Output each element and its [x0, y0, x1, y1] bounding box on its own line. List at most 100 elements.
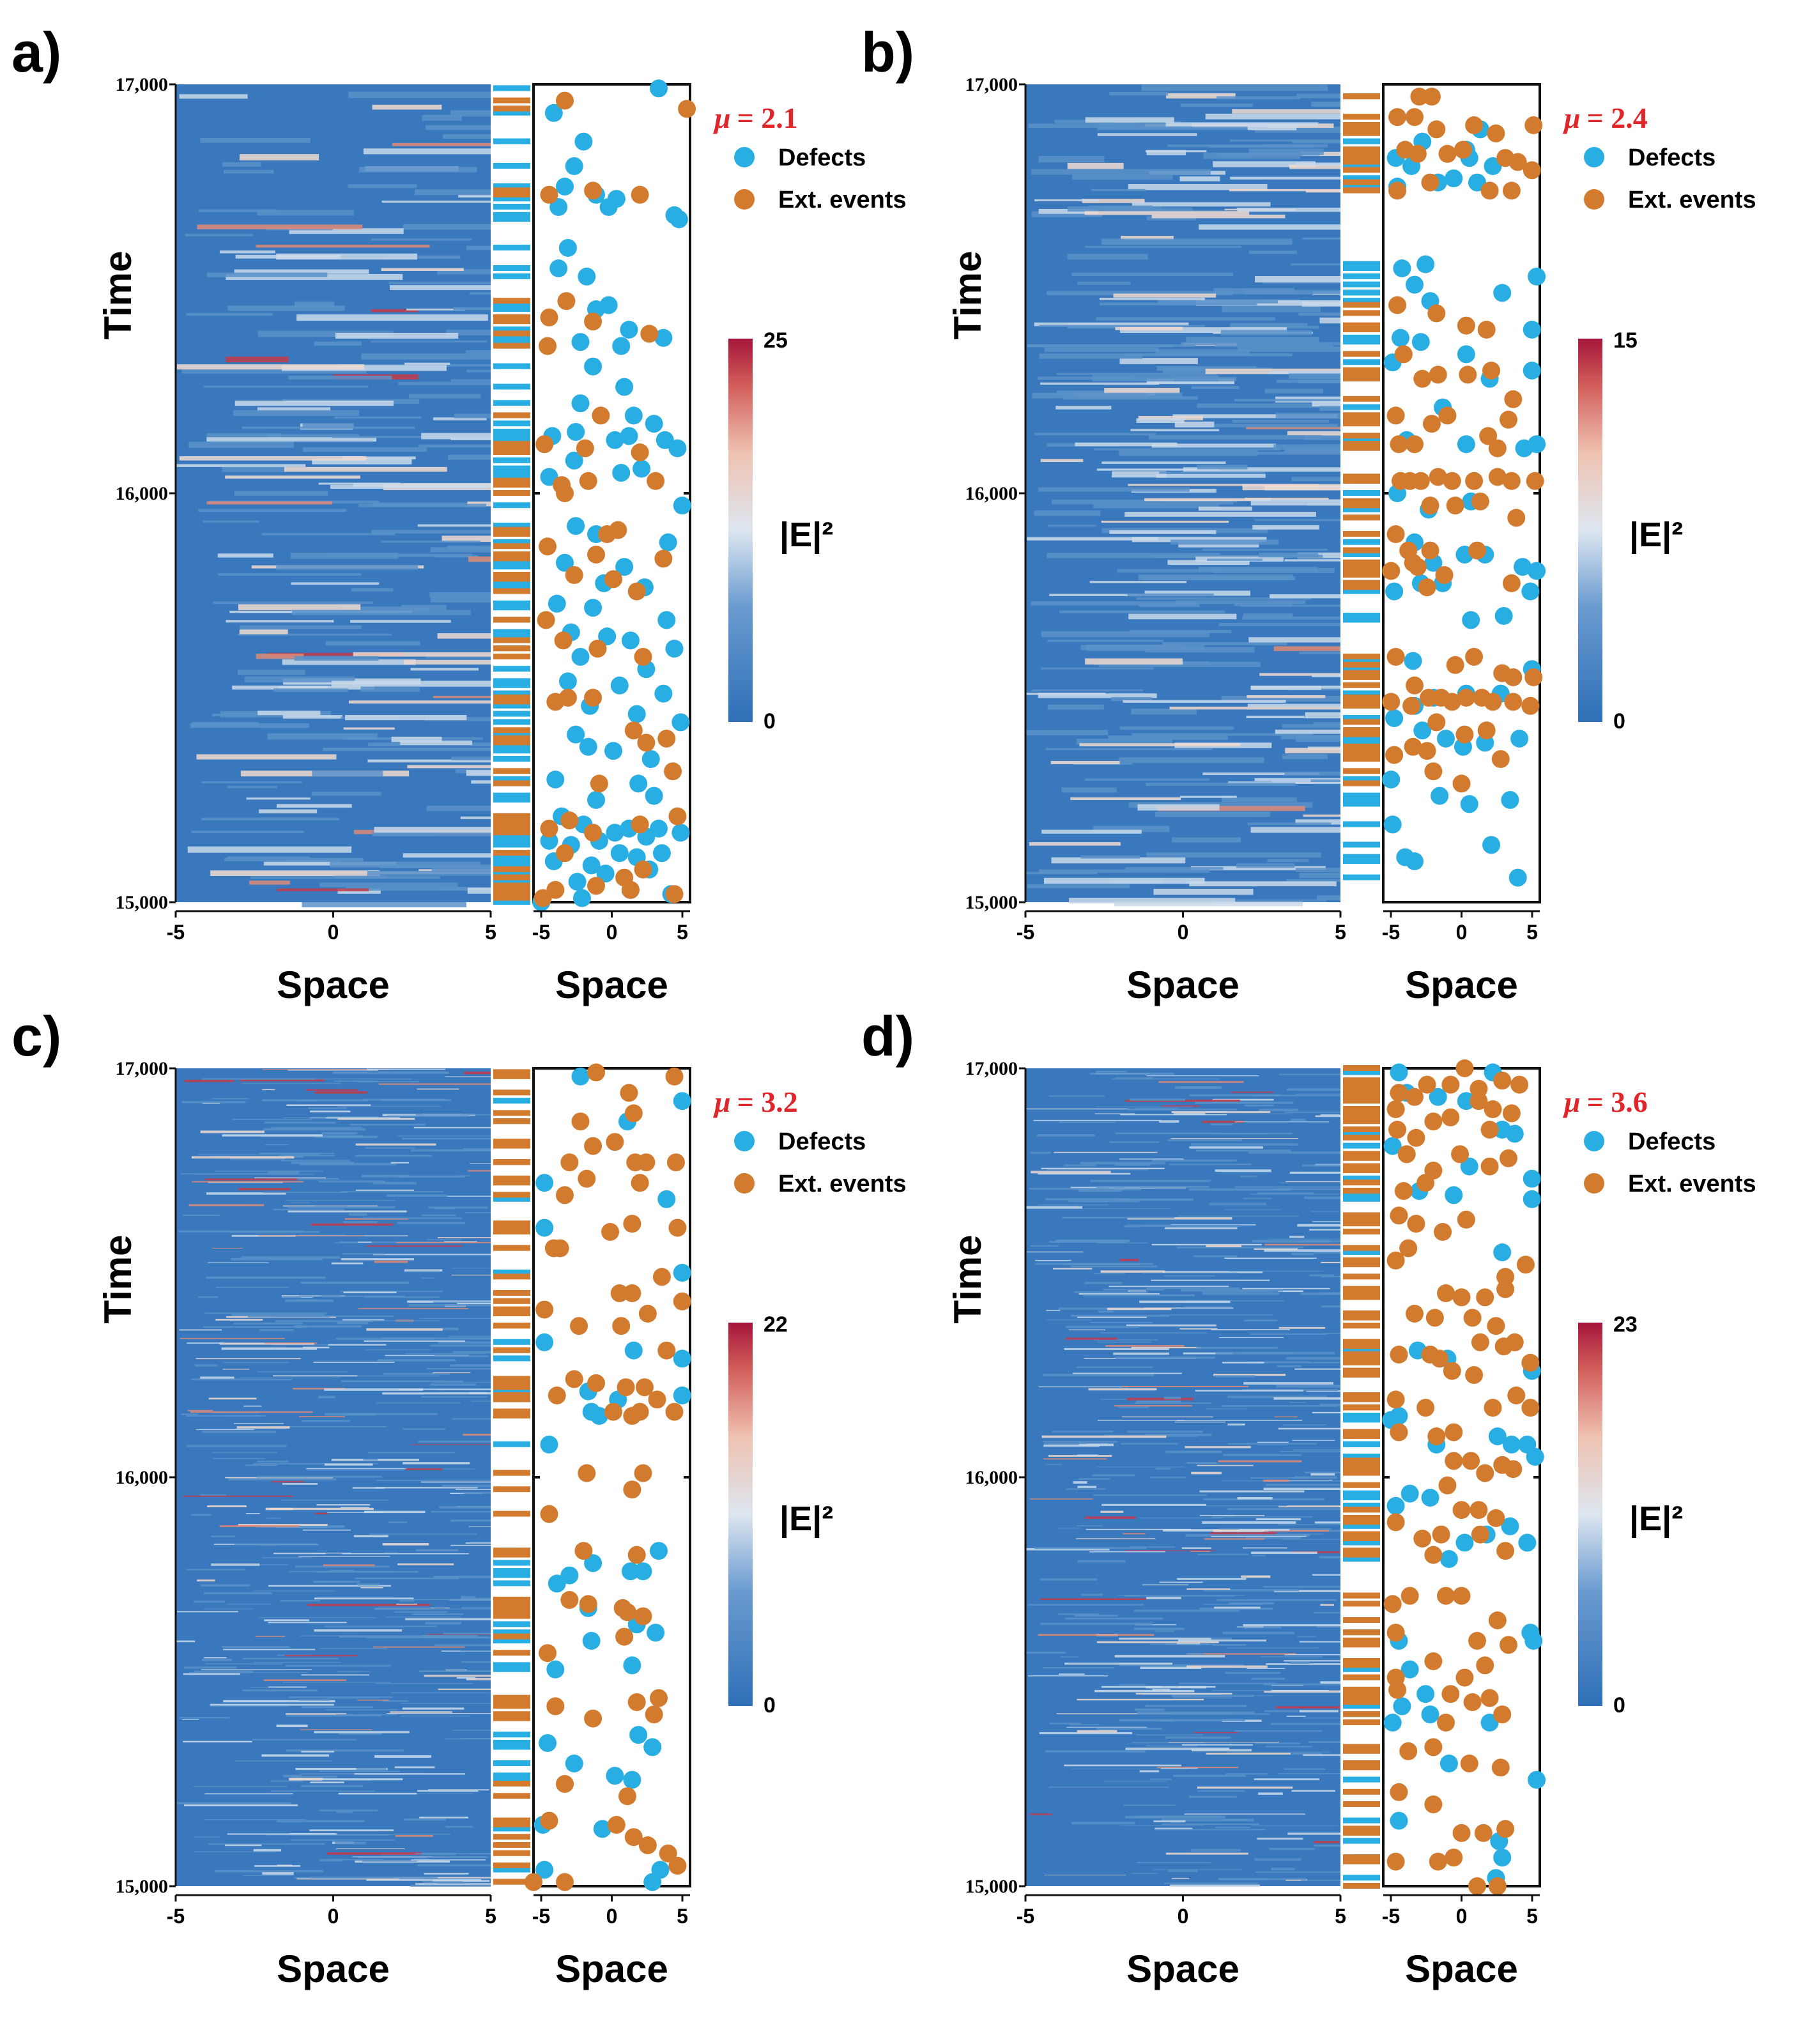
defect-point	[654, 328, 673, 347]
ext-event-point	[634, 860, 652, 879]
heatmap-stripe	[385, 1355, 469, 1356]
y-tick-label: 16,000	[116, 483, 169, 504]
heatmap-stripe	[1043, 1458, 1107, 1460]
heatmap-stripe	[1052, 499, 1234, 505]
heatmap-stripe	[1114, 1163, 1151, 1166]
ext-event-point	[1474, 1824, 1493, 1842]
heatmap-stripe	[1199, 1490, 1305, 1493]
heatmap-stripe	[341, 1507, 370, 1509]
ext-event-point	[1496, 1820, 1515, 1838]
heatmap-stripe	[349, 700, 491, 704]
defect-time-bar	[493, 523, 530, 529]
heatmap-stripe	[1085, 1516, 1136, 1519]
defect-point	[549, 198, 568, 216]
heatmap-stripe	[1038, 1172, 1131, 1175]
ext-event-point	[1470, 1501, 1488, 1519]
defect-time-bar	[493, 1580, 530, 1587]
heatmap-stripe	[1166, 300, 1278, 304]
defect-time-bar	[1343, 1454, 1380, 1459]
heatmap-stripe	[435, 555, 479, 558]
heatmap-stripe	[1293, 1449, 1340, 1451]
ext-event-time-bar	[1343, 1339, 1380, 1345]
heatmap-stripe	[1263, 1683, 1340, 1686]
ext-event-time-bar	[1343, 1686, 1380, 1693]
heatmap-stripe	[468, 556, 491, 562]
heatmap-stripe	[1146, 150, 1186, 155]
heatmap-stripe	[1127, 593, 1214, 597]
heatmap-stripe	[1093, 1339, 1158, 1341]
ext-event-point	[533, 889, 552, 907]
ext-event-point	[1386, 1624, 1405, 1642]
heatmap-stripe	[1136, 418, 1185, 424]
ext-event-time-bar	[493, 1298, 530, 1304]
heatmap-stripe	[1152, 554, 1323, 558]
heatmap-stripe	[1275, 1706, 1340, 1709]
heatmap-stripe	[262, 1089, 275, 1091]
ext-event-point	[1424, 762, 1443, 781]
defect-point	[629, 1726, 648, 1744]
heatmap-stripe	[1273, 646, 1340, 651]
heatmap-stripe	[341, 1191, 444, 1192]
defect-point	[623, 1656, 641, 1675]
ext-event-time-bar	[1343, 146, 1380, 153]
heatmap-stripe	[450, 110, 491, 117]
heatmap-stripe	[1313, 722, 1340, 726]
heatmap-stripe	[467, 888, 491, 894]
heatmap-stripe	[355, 1155, 433, 1157]
ext-event-point	[1411, 472, 1430, 490]
heatmap-stripe	[1077, 1698, 1204, 1701]
defect-time-bar	[1343, 436, 1380, 443]
heatmap-stripe	[364, 1296, 440, 1298]
defect-time-bar	[1343, 858, 1380, 864]
defect-time-bar	[1343, 506, 1380, 512]
mu-number: = 3.2	[737, 1086, 798, 1118]
heatmap-stripe	[431, 866, 491, 872]
scatter-x-axis-label: Space	[555, 1948, 668, 1990]
heatmap-stripe	[1071, 174, 1173, 180]
heatmap-stripe	[268, 1585, 391, 1587]
heatmap-stripe	[1289, 1236, 1305, 1238]
mu-value: μ = 3.6	[1563, 1086, 1648, 1118]
heatmap-stripe	[1183, 1306, 1232, 1308]
heatmap-stripe	[1084, 1282, 1123, 1284]
defect-point	[587, 791, 605, 809]
heatmap-stripe	[1264, 1530, 1329, 1532]
ext-event-point	[678, 100, 696, 118]
heatmap-stripe	[1261, 1656, 1323, 1657]
heatmap-stripe	[1088, 1388, 1157, 1391]
heatmap-stripe	[1091, 188, 1146, 192]
ext-event-point	[1502, 472, 1521, 490]
heatmap-stripe	[1082, 199, 1145, 203]
heatmap-stripe	[1038, 1204, 1109, 1206]
heatmap-stripe	[1049, 1241, 1128, 1243]
heatmap-stripe	[206, 272, 328, 277]
heatmap-stripe	[1115, 1132, 1222, 1135]
heatmap-stripe	[309, 1829, 394, 1832]
heatmap-stripe	[1278, 1290, 1303, 1293]
defect-point	[650, 79, 668, 98]
defect-point	[604, 742, 622, 760]
ext-event-point	[1443, 1362, 1461, 1380]
heatmap-stripe	[371, 238, 472, 241]
defect-time-bar	[1343, 739, 1380, 746]
heatmap-stripe	[1128, 1224, 1141, 1226]
heatmap-stripe	[254, 1662, 341, 1663]
heatmap-stripe	[1043, 877, 1205, 884]
defect-point	[1385, 709, 1404, 727]
heatmap-stripe	[238, 1524, 328, 1526]
ext-event-point	[1463, 1693, 1482, 1711]
defect-point	[643, 1873, 662, 1891]
heatmap-stripe	[1114, 121, 1181, 124]
heatmap-stripe	[464, 1492, 491, 1494]
ext-event-point	[1445, 1452, 1463, 1470]
defect-time-bar	[1343, 613, 1380, 619]
ext-event-time-bar	[1343, 1355, 1380, 1362]
heatmap-stripe	[419, 1817, 468, 1818]
heatmap-stripe	[1077, 1486, 1096, 1488]
defect-time-bar	[493, 776, 530, 782]
y-tick-label: 15,000	[116, 892, 169, 913]
defect-point	[623, 1771, 641, 1789]
defect-point	[1482, 836, 1501, 854]
defect-time-bar	[1343, 265, 1380, 271]
heatmap-stripe	[1151, 1243, 1263, 1246]
